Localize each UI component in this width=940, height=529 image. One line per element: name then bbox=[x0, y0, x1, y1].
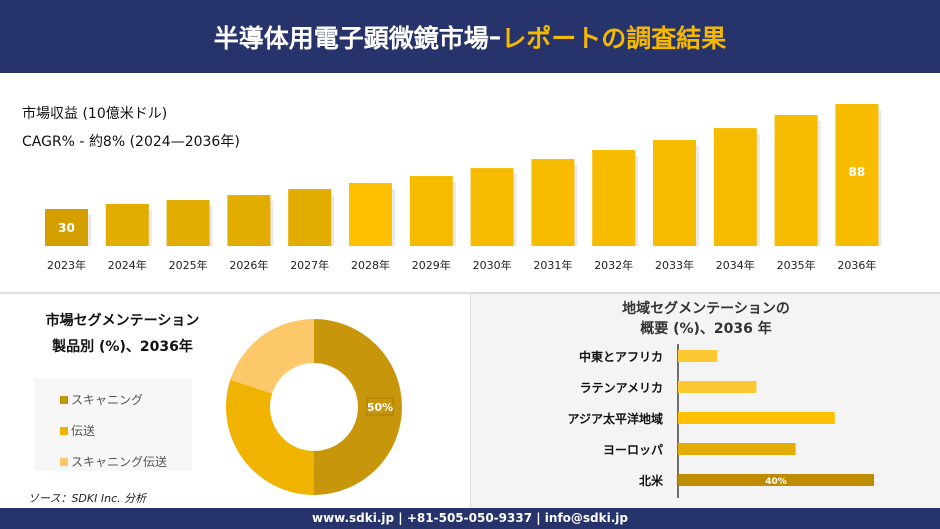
year-label: 2026年 bbox=[229, 258, 268, 272]
source-note: ソース：SDKI Inc. 分析 bbox=[28, 492, 147, 505]
revenue-bar bbox=[166, 199, 210, 246]
year-label: 2035年 bbox=[777, 258, 816, 272]
revenue-chart: 2023年 30 2024年 2025年 2026年 2027年 2028年 2029年 203… bbox=[0, 75, 940, 289]
title-highlight: レポートの調査結果 bbox=[501, 23, 727, 53]
donut-slice bbox=[230, 319, 314, 394]
donut-slice bbox=[226, 379, 314, 495]
revenue-bar bbox=[288, 189, 332, 246]
year-label: 2033年 bbox=[655, 258, 694, 272]
revenue-bar bbox=[470, 168, 514, 246]
product-segmentation: 市場セグメンテーション 製品別 (%)、2036年 スキャニング 伝送 スキャニング… bbox=[0, 292, 470, 508]
revenue-bar bbox=[774, 115, 818, 246]
year-label: 2032年 bbox=[594, 258, 633, 272]
revenue-bar bbox=[45, 209, 88, 246]
legend-swatch bbox=[60, 426, 68, 435]
year-label: 2027年 bbox=[290, 258, 329, 272]
cagr-label: CAGR% - 約8% (2024—2036年) bbox=[22, 134, 240, 150]
region-label: 中東とアフリカ bbox=[579, 349, 663, 364]
title-sep: – bbox=[488, 22, 502, 51]
page-title: 半導体用電子顕微鏡市場 – レポートの調査結果 bbox=[0, 0, 940, 73]
legend-swatch bbox=[60, 395, 68, 404]
year-label: 2030年 bbox=[473, 258, 512, 272]
revenue-bar-chart: 2023年 30 2024年 2025年 2026年 2027年 2028年 2029年 203… bbox=[45, 104, 882, 272]
revenue-label: 市場収益 (10億米ドル) bbox=[22, 106, 168, 122]
footer-contact: www.sdki.jp | +81-505-050-9337 | info@sd… bbox=[0, 508, 940, 529]
region-segmentation: 地域セグメンテーションの 概要 (%)、2036 年 中東とアフリカ ラテンアメリ… bbox=[470, 292, 940, 508]
region-label: ラテンアメリカ bbox=[580, 381, 663, 395]
region-label: 北米 bbox=[639, 473, 664, 488]
year-label: 2029年 bbox=[412, 258, 451, 272]
revenue-bar bbox=[531, 159, 575, 246]
legend-item: スキャニング伝送 bbox=[60, 453, 167, 470]
legend-item: 伝送 bbox=[60, 422, 95, 439]
donut-value-label: 50% bbox=[367, 401, 393, 414]
legend-item: スキャニング bbox=[60, 391, 143, 408]
bar-value-label: 88 bbox=[849, 165, 866, 179]
year-label: 2034年 bbox=[716, 258, 755, 272]
legend-swatch bbox=[60, 457, 68, 466]
bar-value-label: 30 bbox=[58, 221, 75, 235]
region-label: アジア太平洋地域 bbox=[567, 411, 663, 426]
year-label: 2031年 bbox=[533, 258, 572, 272]
legend-label: 伝送 bbox=[71, 424, 96, 438]
donut-slice bbox=[314, 319, 402, 495]
data-label-box bbox=[366, 397, 394, 416]
revenue-bar bbox=[835, 104, 879, 246]
region-bar bbox=[678, 381, 757, 393]
segment-title-1: 市場セグメンテーション bbox=[45, 313, 200, 329]
year-label: 2028年 bbox=[351, 258, 390, 272]
region-bar bbox=[678, 443, 796, 455]
region-bar bbox=[678, 474, 874, 486]
segment-title-2: 製品別 (%)、2036年 bbox=[52, 339, 193, 355]
donut-chart: 50% bbox=[226, 319, 402, 495]
revenue-bar bbox=[349, 182, 392, 246]
revenue-bar bbox=[409, 176, 453, 246]
year-label: 2023年 bbox=[47, 258, 86, 272]
revenue-bar bbox=[105, 203, 149, 246]
revenue-bar bbox=[653, 140, 696, 246]
revenue-bar bbox=[592, 149, 636, 246]
legend-label: スキャニング bbox=[71, 393, 144, 407]
region-bar bbox=[678, 350, 718, 362]
legend-label: スキャニング伝送 bbox=[71, 455, 168, 469]
region-label: ヨーロッパ bbox=[603, 443, 663, 457]
year-label: 2025年 bbox=[169, 258, 208, 272]
revenue-bar bbox=[227, 195, 271, 246]
revenue-bar bbox=[713, 128, 757, 246]
title-main: 半導体用電子顕微鏡市場 bbox=[213, 23, 489, 53]
year-label: 2036年 bbox=[837, 258, 876, 272]
donut-legend: スキャニング 伝送 スキャニング伝送 bbox=[34, 379, 192, 471]
year-label: 2024年 bbox=[108, 258, 147, 272]
region-title-1: 地域セグメンテーションの bbox=[622, 301, 790, 317]
region-bar bbox=[678, 412, 835, 424]
region-value-label: 40% bbox=[765, 477, 787, 487]
region-title-2: 概要 (%)、2036 年 bbox=[640, 321, 772, 337]
